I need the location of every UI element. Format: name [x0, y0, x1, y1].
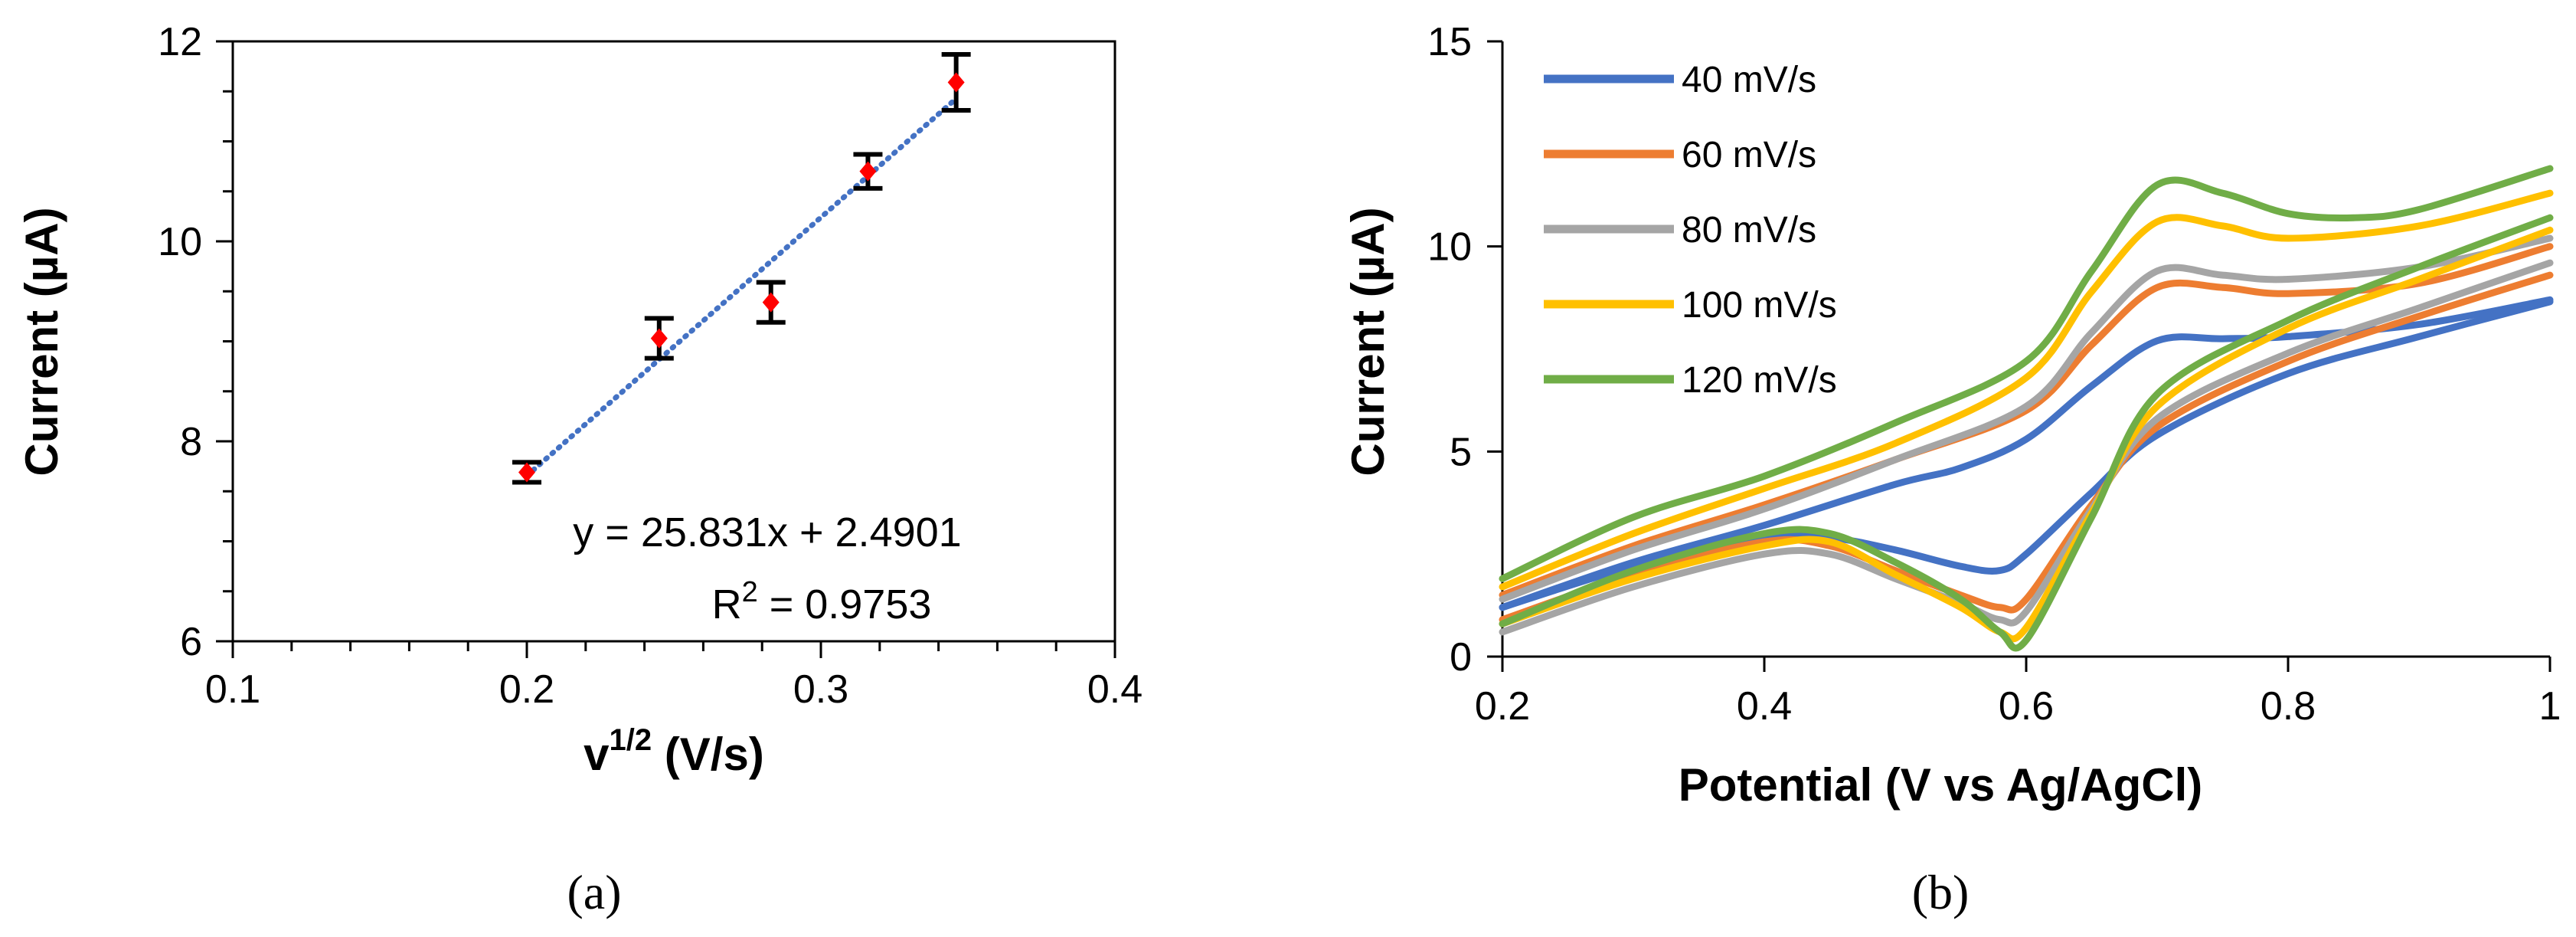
panel-b-series-forward-scan: [1499, 234, 2554, 603]
panel-a-y-tick-labels: 6 8 10 12: [158, 20, 202, 664]
panel-b-legend-label: 100 mV/s: [1682, 285, 1837, 326]
panel-a-data-point: [756, 280, 786, 325]
panel-a-scatter-chart: 0.1 0.2 0.3 0.4 6 8 10 12 Current (µA) v1/2 (V…: [16, 20, 1143, 919]
panel-a-y-axis-title: Current (µA): [16, 207, 67, 476]
panel-b-x-tick-label: 0.8: [2261, 684, 2316, 729]
panel-b-x-tick-label: 1: [2539, 684, 2561, 729]
panel-a-x-tick-label: 0.2: [499, 667, 554, 712]
panel-b-series-4: [1499, 189, 2554, 643]
panel-b-y-tick-labels: 0 5 10 15: [1427, 20, 1472, 680]
panel-b-line-chart: 0.2 0.4 0.6 0.8 1 0 5 10 15 40 mV/s 60 mV/s 80 mV…: [1342, 20, 2561, 919]
panel-b-legend-item: 100 mV/s: [1544, 285, 1837, 326]
panel-a-data-point: [644, 316, 674, 361]
panel-b-series-reverse-scan: [1499, 259, 2554, 636]
panel-a-marker: [762, 292, 780, 313]
panel-b-legend-item: 60 mV/s: [1544, 135, 1816, 175]
panel-a-marker: [518, 462, 535, 483]
panel-b-legend-label: 40 mV/s: [1682, 60, 1816, 100]
panel-b-legend-item: 120 mV/s: [1544, 360, 1837, 401]
panel-b-legend-label: 80 mV/s: [1682, 210, 1816, 251]
panel-b-x-axis-title: Potential (V vs Ag/AgCl): [1679, 759, 2203, 811]
panel-b-legend: 40 mV/s 60 mV/s 80 mV/s 100 mV/s 120 mV/s: [1544, 60, 1837, 401]
panel-b-legend-label: 120 mV/s: [1682, 360, 1837, 401]
panel-b-x-tick-label: 0.6: [1999, 684, 2054, 729]
panel-b-y-tick-label: 0: [1450, 635, 1472, 680]
panel-b-series-reverse-scan: [1499, 226, 2554, 643]
panel-a-marker: [650, 328, 668, 349]
panel-a-trendline-path: [524, 96, 959, 479]
panel-a-tick-marks: [216, 40, 1116, 658]
panel-b-series-forward-scan: [1499, 189, 2554, 591]
panel-b-x-tick-label: 0.2: [1475, 684, 1530, 729]
panel-b-series-3: [1499, 234, 2554, 636]
panel-a-marker: [859, 161, 877, 182]
panel-a-y-tick-label: 8: [180, 420, 202, 464]
panel-a-x-tick-label: 0.4: [1087, 667, 1143, 712]
panel-a-y-tick-label: 12: [158, 20, 202, 64]
panel-a-r-squared: R2 = 0.9753: [712, 576, 932, 627]
panel-b-series-lines: [1499, 165, 2554, 652]
panel-b-x-tick-labels: 0.2 0.4 0.6 0.8 1: [1475, 684, 2561, 729]
panel-b-y-axis-title: Current (µA): [1342, 207, 1394, 476]
panel-a-x-tick-label: 0.1: [205, 667, 260, 712]
panel-a-data-point: [853, 152, 883, 191]
panel-a-x-tick-label: 0.3: [793, 667, 848, 712]
panel-b-x-tick-label: 0.4: [1737, 684, 1792, 729]
panel-a-data-points: [512, 51, 971, 485]
panel-b-label: (b): [1912, 865, 1970, 919]
panel-a-data-point: [512, 460, 541, 485]
panel-b-series-reverse-scan: [1499, 271, 2554, 624]
panel-a-x-axis-title: v1/2 (V/s): [584, 723, 764, 780]
panel-a-label: (a): [567, 865, 621, 919]
panel-a-marker: [947, 72, 965, 93]
panel-a-trendline-equation: y = 25.831x + 2.4901: [573, 509, 961, 555]
panel-b-legend-item: 80 mV/s: [1544, 210, 1816, 251]
panel-b-legend-label: 60 mV/s: [1682, 135, 1816, 175]
panel-a-y-tick-label: 10: [158, 220, 202, 264]
panel-a-y-tick-label: 6: [180, 620, 202, 664]
panel-a-x-tick-labels: 0.1 0.2 0.3 0.4: [205, 667, 1143, 712]
panel-a-data-point: [941, 51, 971, 113]
panel-b-axes: [1487, 40, 2551, 672]
panel-b-series-reverse-scan: [1499, 214, 2554, 652]
panel-b-series-5: [1499, 165, 2554, 652]
panel-b-y-tick-label: 10: [1427, 225, 1472, 270]
panel-b-legend-item: 40 mV/s: [1544, 60, 1816, 100]
panel-b-y-tick-label: 15: [1427, 20, 1472, 64]
panel-b-series-forward-scan: [1499, 165, 2554, 582]
panel-b-series-forward-scan: [1499, 243, 2554, 599]
panel-b-series-2: [1499, 243, 2554, 624]
panel-b-y-tick-label: 5: [1450, 430, 1472, 474]
panel-a-trendline: [524, 96, 959, 479]
